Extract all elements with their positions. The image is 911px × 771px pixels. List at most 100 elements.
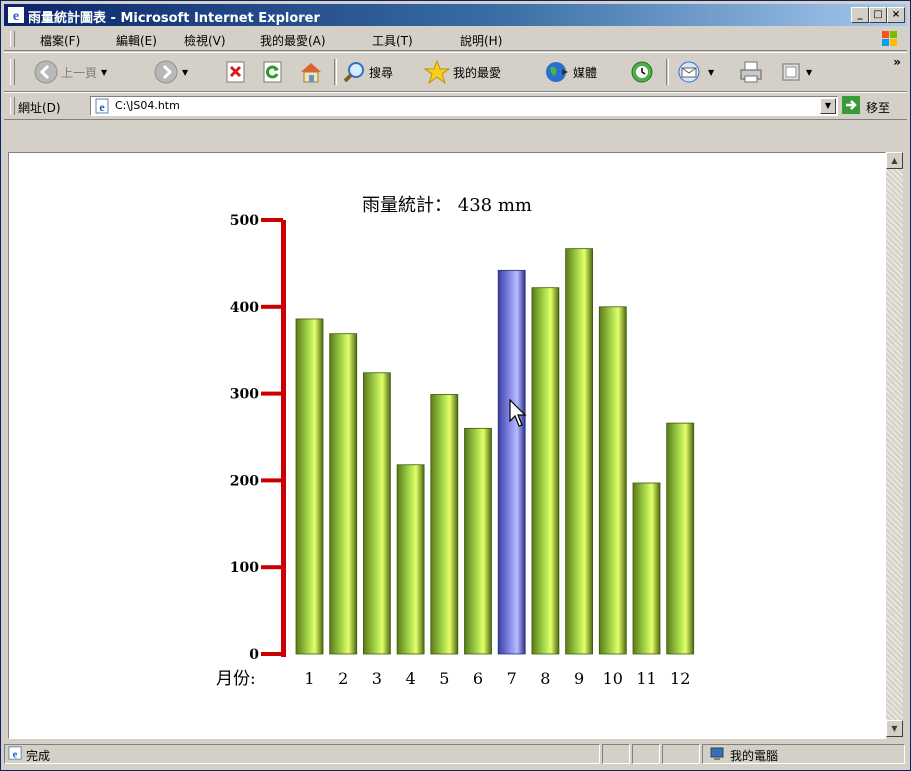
favorites-button[interactable]: 我的最愛 bbox=[424, 59, 501, 85]
y-tick-mark bbox=[261, 478, 283, 483]
menu-grip[interactable] bbox=[10, 31, 15, 47]
toolbar-grip[interactable] bbox=[10, 59, 15, 85]
go-label[interactable]: 移至 bbox=[866, 101, 891, 115]
go-arrow-icon[interactable] bbox=[842, 96, 860, 114]
status-main-panel bbox=[4, 744, 600, 764]
status-bar: e 完成 我的電腦 bbox=[4, 742, 907, 766]
page-content: 雨量統計： 438 mm 0 100 200 300 400 500 1 2 3 4 5 6 7 8 9 10… bbox=[8, 152, 886, 739]
x-tick-label: 7 bbox=[507, 669, 517, 688]
mail-button[interactable]: ▼ bbox=[676, 59, 714, 85]
standard-toolbar: 上一頁 ▼ ▼ bbox=[4, 52, 907, 92]
stop-button[interactable] bbox=[225, 59, 247, 85]
y-tick-mark bbox=[261, 652, 283, 656]
bar[interactable] bbox=[329, 333, 358, 655]
x-tick-label: 8 bbox=[540, 669, 550, 688]
y-tick-mark bbox=[261, 565, 283, 570]
x-tick-label: 11 bbox=[636, 669, 656, 688]
page-icon: e bbox=[95, 98, 109, 114]
forward-dropdown-icon[interactable]: ▼ bbox=[182, 67, 189, 77]
y-tick-mark bbox=[261, 218, 283, 222]
windows-logo-icon bbox=[882, 31, 897, 46]
search-button[interactable]: 搜尋 bbox=[342, 59, 393, 85]
edit-button[interactable]: ▼ bbox=[780, 59, 812, 85]
toolbar-separator-2 bbox=[666, 59, 669, 85]
y-tick-mark bbox=[261, 391, 283, 396]
print-button[interactable] bbox=[738, 59, 764, 85]
address-dropdown-icon[interactable]: ▼ bbox=[820, 98, 836, 114]
edit-page-icon bbox=[782, 63, 800, 81]
address-input[interactable]: e C:\JS04.htm ▼ bbox=[90, 96, 838, 116]
scroll-up-button[interactable]: ▲ bbox=[886, 152, 903, 169]
media-label: 媒體 bbox=[573, 65, 598, 80]
my-computer-icon bbox=[710, 747, 724, 760]
y-tick-label: 300 bbox=[230, 387, 259, 403]
home-button[interactable] bbox=[298, 59, 324, 85]
scroll-down-button[interactable]: ▼ bbox=[886, 720, 903, 737]
bar[interactable] bbox=[531, 287, 560, 655]
address-label: 網址(D) bbox=[18, 101, 61, 115]
toolbar-more-chevron[interactable]: » bbox=[893, 55, 901, 69]
history-button[interactable] bbox=[630, 59, 654, 85]
bar[interactable] bbox=[666, 422, 695, 655]
svg-text:e: e bbox=[13, 749, 18, 760]
home-icon bbox=[301, 63, 321, 83]
media-button[interactable]: 媒體 bbox=[544, 59, 597, 85]
y-tick-label: 200 bbox=[230, 473, 259, 489]
favorites-star-icon bbox=[424, 60, 450, 84]
x-tick-label: 5 bbox=[439, 669, 449, 688]
y-axis-line bbox=[281, 220, 286, 657]
address-grip[interactable] bbox=[10, 97, 15, 115]
media-globe-icon bbox=[546, 62, 568, 82]
refresh-button[interactable] bbox=[262, 59, 284, 85]
menu-help[interactable]: 說明(H) bbox=[460, 34, 503, 48]
vertical-scrollbar[interactable]: ▲ ▼ bbox=[886, 152, 903, 737]
status-zone: 我的電腦 bbox=[730, 749, 779, 763]
bar[interactable] bbox=[295, 318, 324, 655]
back-button[interactable]: 上一頁 ▼ bbox=[34, 59, 107, 85]
bar[interactable] bbox=[362, 372, 391, 655]
stop-icon bbox=[226, 61, 245, 83]
close-button[interactable]: × bbox=[887, 7, 905, 23]
bar[interactable] bbox=[464, 427, 492, 655]
y-tick-label: 400 bbox=[230, 300, 259, 316]
window-title: 雨量統計圖表 - Microsoft Internet Explorer bbox=[28, 11, 320, 26]
y-tick-label: 500 bbox=[230, 213, 259, 229]
address-bar: 網址(D) e C:\JS04.htm ▼ 移至 bbox=[4, 92, 907, 120]
bar[interactable] bbox=[430, 394, 459, 655]
menu-favorites[interactable]: 我的最愛(A) bbox=[260, 34, 326, 48]
status-panel-1 bbox=[602, 744, 630, 764]
bar[interactable] bbox=[598, 306, 627, 655]
status-zone-panel bbox=[702, 744, 905, 764]
title-bar[interactable]: e 雨量統計圖表 - Microsoft Internet Explorer _… bbox=[4, 4, 907, 26]
chart-title: 雨量統計： 438 mm bbox=[362, 195, 532, 216]
y-tick-label: 100 bbox=[230, 560, 259, 576]
x-tick-label: 9 bbox=[574, 669, 584, 688]
edit-dropdown-icon[interactable]: ▼ bbox=[806, 67, 813, 77]
history-icon bbox=[631, 61, 653, 83]
menu-view[interactable]: 檢視(V) bbox=[184, 34, 226, 48]
x-tick-label: 6 bbox=[473, 669, 483, 688]
menu-tools[interactable]: 工具(T) bbox=[372, 34, 413, 48]
bar[interactable] bbox=[396, 464, 425, 655]
bar[interactable] bbox=[565, 248, 593, 655]
y-tick-label: 0 bbox=[249, 647, 259, 663]
bar[interactable] bbox=[632, 482, 661, 655]
forward-button[interactable]: ▼ bbox=[154, 59, 188, 85]
back-label: 上一頁 bbox=[61, 65, 98, 80]
x-tick-label: 1 bbox=[304, 669, 314, 688]
bar-highlighted[interactable] bbox=[497, 269, 526, 655]
page-done-icon: e bbox=[8, 746, 22, 760]
back-dropdown-icon[interactable]: ▼ bbox=[101, 67, 108, 77]
forward-arrow-icon bbox=[154, 60, 178, 84]
menu-file[interactable]: 檔案(F) bbox=[40, 34, 81, 48]
mail-dropdown-icon[interactable]: ▼ bbox=[708, 67, 715, 77]
search-label: 搜尋 bbox=[369, 65, 394, 80]
maximize-button[interactable]: □ bbox=[869, 7, 887, 23]
minimize-button[interactable]: _ bbox=[851, 7, 869, 23]
menu-edit[interactable]: 編輯(E) bbox=[116, 34, 157, 48]
menu-bar: 檔案(F) 編輯(E) 檢視(V) 我的最愛(A) 工具(T) 說明(H) bbox=[4, 28, 907, 51]
status-text: 完成 bbox=[26, 749, 51, 763]
x-tick-label: 2 bbox=[338, 669, 348, 688]
